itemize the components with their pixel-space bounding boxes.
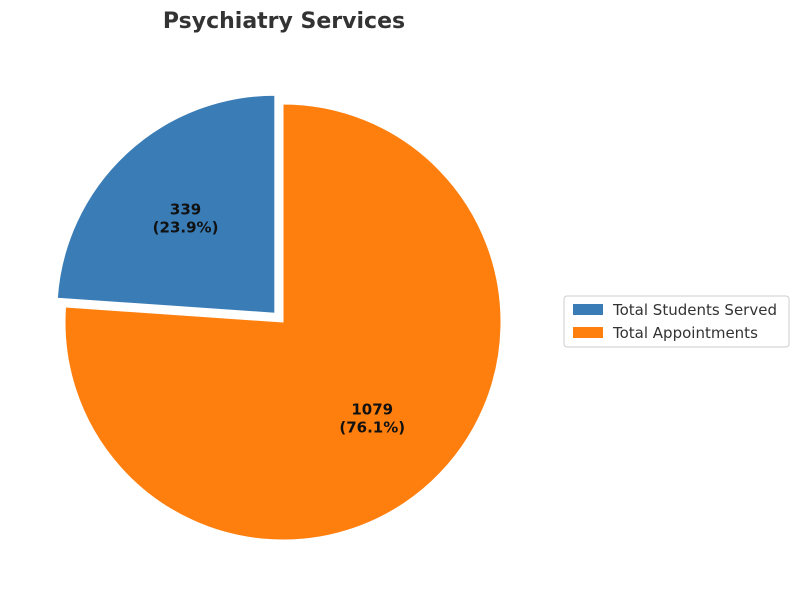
slice-value-label-1: 1079 — [351, 401, 393, 419]
pie-slice-0 — [56, 94, 276, 314]
legend-frame — [563, 295, 790, 348]
pie-slice-1 — [64, 103, 502, 541]
legend-label-1: Total Appointments — [612, 324, 758, 342]
legend-label-0: Total Students Served — [612, 301, 777, 319]
legend-swatch-0 — [573, 304, 603, 315]
legend: Total Students Served Total Appointments — [563, 295, 790, 348]
slice-value-label-0: 339 — [170, 201, 201, 219]
slice-percent-label-0: (23.9%) — [153, 219, 219, 237]
chart-title: Psychiatry Services — [163, 9, 405, 34]
slice-percent-label-1: (76.1%) — [339, 419, 405, 437]
legend-swatch-1 — [573, 327, 603, 338]
pie-area: 339(23.9%) 1079(76.1%) — [56, 94, 502, 541]
